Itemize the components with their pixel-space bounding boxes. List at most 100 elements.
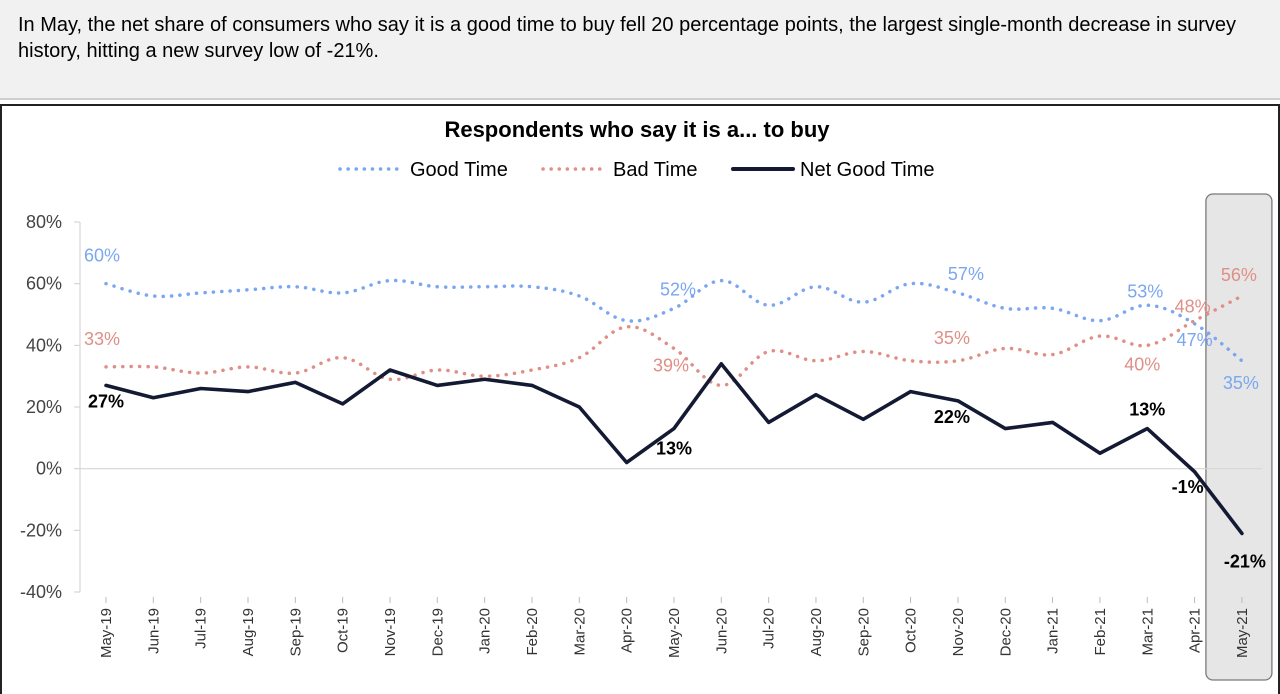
x-tick-label: Jan-21 xyxy=(1045,608,1062,654)
y-tick-label: -40% xyxy=(20,582,62,602)
data-label-net-good-time: -21% xyxy=(1224,551,1266,571)
legend-item-bad-time: Bad Time xyxy=(541,159,697,181)
x-tick-label: May-20 xyxy=(666,608,683,658)
data-point-bad-time xyxy=(719,383,724,388)
data-point-net-good-time xyxy=(861,417,866,422)
x-tick-label: Apr-21 xyxy=(1187,608,1204,653)
data-point-good-time xyxy=(955,290,960,295)
y-tick-label: 60% xyxy=(26,274,62,294)
data-point-bad-time xyxy=(245,364,250,369)
data-label-good-time: 35% xyxy=(1223,373,1259,393)
x-tick-label: Sep-20 xyxy=(855,608,872,656)
data-point-good-time xyxy=(813,284,818,289)
data-point-good-time xyxy=(387,278,392,283)
data-point-good-time xyxy=(908,281,913,286)
data-point-net-good-time xyxy=(577,405,582,410)
x-tick-label: May-19 xyxy=(98,608,115,658)
x-tick-label: Mar-20 xyxy=(571,608,588,656)
data-label-good-time: 53% xyxy=(1127,281,1163,301)
data-label-good-time: 60% xyxy=(84,246,120,266)
data-point-bad-time xyxy=(1145,343,1150,348)
x-tick-label: Apr-20 xyxy=(619,608,636,653)
chart-title: Respondents who say it is a... to buy xyxy=(444,117,830,142)
data-point-net-good-time xyxy=(955,398,960,403)
chart-frame xyxy=(0,104,1280,694)
data-label-net-good-time: 13% xyxy=(656,439,692,459)
header-text: In May, the net share of consumers who s… xyxy=(18,14,1237,62)
data-point-net-good-time xyxy=(151,395,156,400)
data-point-good-time xyxy=(1050,306,1055,311)
x-tick-label: Sep-19 xyxy=(287,608,304,656)
data-label-good-time: 52% xyxy=(660,279,696,299)
data-label-net-good-time: 27% xyxy=(88,391,124,411)
data-point-bad-time xyxy=(624,324,629,329)
x-tick-label: Oct-20 xyxy=(903,608,920,653)
data-point-net-good-time xyxy=(908,389,913,394)
data-point-bad-time xyxy=(671,346,676,351)
data-label-good-time: 57% xyxy=(948,264,984,284)
data-point-good-time xyxy=(151,294,156,299)
x-tick-label: Mar-21 xyxy=(1139,608,1156,656)
data-point-net-good-time xyxy=(813,392,818,397)
legend-item-net-good-time: Net Good Time xyxy=(731,159,935,181)
data-point-good-time xyxy=(1097,318,1102,323)
series-line-good-time xyxy=(104,278,1244,363)
data-point-bad-time xyxy=(908,358,913,363)
x-tick-label: Feb-21 xyxy=(1092,608,1109,656)
data-point-good-time xyxy=(1239,358,1244,363)
x-tick-label: Oct-19 xyxy=(335,608,352,653)
data-point-net-good-time xyxy=(482,377,487,382)
data-point-net-good-time xyxy=(624,460,629,465)
data-label-good-time: 47% xyxy=(1177,330,1213,350)
data-point-net-good-time xyxy=(293,380,298,385)
data-point-bad-time xyxy=(1192,318,1197,323)
data-point-net-good-time xyxy=(1097,451,1102,456)
x-tick-label: May-21 xyxy=(1234,608,1251,658)
data-point-bad-time xyxy=(577,355,582,360)
legend-bad-time-label: Bad Time xyxy=(613,159,697,181)
y-tick-label: 20% xyxy=(26,397,62,417)
data-point-net-good-time xyxy=(104,383,109,388)
data-point-bad-time xyxy=(529,368,534,373)
data-point-bad-time xyxy=(1097,334,1102,339)
x-tick-label: Dec-20 xyxy=(997,608,1014,656)
data-label-bad-time: 33% xyxy=(84,329,120,349)
data-point-good-time xyxy=(1003,306,1008,311)
data-point-good-time xyxy=(340,290,345,295)
data-point-good-time xyxy=(104,281,109,286)
y-tick-label: 80% xyxy=(26,212,62,232)
data-point-good-time xyxy=(577,294,582,299)
data-point-net-good-time xyxy=(1239,531,1244,536)
data-point-bad-time xyxy=(435,368,440,373)
data-point-bad-time xyxy=(293,371,298,376)
data-point-net-good-time xyxy=(1145,426,1150,431)
x-tick-label: Jan-20 xyxy=(477,608,494,654)
x-tick-label: Nov-19 xyxy=(382,608,399,656)
data-point-bad-time xyxy=(151,364,156,369)
data-point-good-time xyxy=(482,284,487,289)
highlight-box-may-21 xyxy=(1205,193,1273,681)
data-point-good-time xyxy=(861,300,866,305)
data-point-net-good-time xyxy=(1050,420,1055,425)
data-label-bad-time: 48% xyxy=(1175,297,1211,317)
x-tick-label: Jul-19 xyxy=(193,608,210,649)
data-point-good-time xyxy=(198,290,203,295)
data-point-bad-time xyxy=(766,349,771,354)
x-tick-label: Dec-19 xyxy=(429,608,446,656)
data-point-net-good-time xyxy=(529,383,534,388)
data-point-good-time xyxy=(624,318,629,323)
data-point-bad-time xyxy=(340,355,345,360)
data-point-net-good-time xyxy=(1003,426,1008,431)
legend-good-time-label: Good Time xyxy=(410,159,508,181)
data-label-bad-time: 40% xyxy=(1124,354,1160,374)
x-tick-label: Aug-20 xyxy=(808,608,825,656)
data-point-good-time xyxy=(529,284,534,289)
data-point-net-good-time xyxy=(766,420,771,425)
data-label-net-good-time: -1% xyxy=(1172,477,1204,497)
data-point-good-time xyxy=(435,284,440,289)
y-tick-label: 40% xyxy=(26,335,62,355)
legend-item-good-time: Good Time xyxy=(338,159,508,181)
data-point-bad-time xyxy=(861,349,866,354)
data-point-bad-time xyxy=(813,358,818,363)
